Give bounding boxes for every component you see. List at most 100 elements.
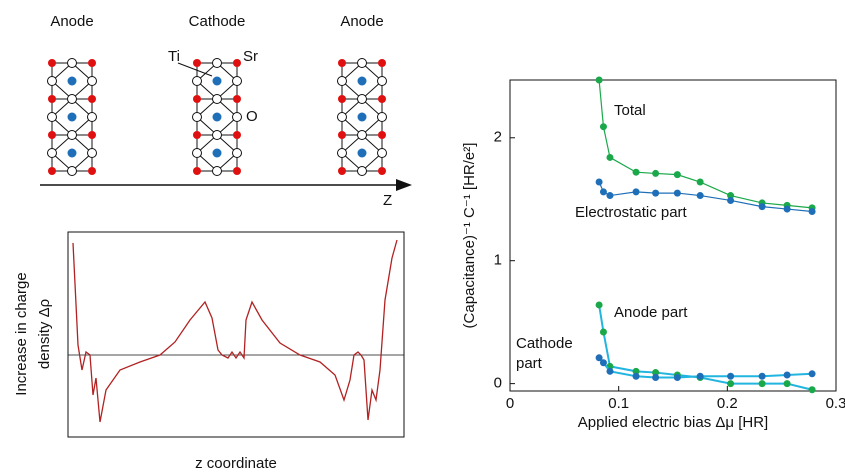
point [808, 386, 816, 394]
plot-frame [509, 79, 837, 392]
ti-atom [378, 131, 386, 139]
o-atom [357, 166, 367, 176]
ti-atom [233, 95, 241, 103]
annotation: Electrostatic part [575, 204, 688, 221]
point [599, 328, 607, 336]
point [652, 369, 660, 377]
ti-atom [88, 167, 96, 175]
sr-atom [67, 76, 77, 86]
o-atom [47, 148, 57, 158]
o-atom [357, 58, 367, 68]
ti-atom [233, 59, 241, 67]
point [696, 372, 704, 380]
point [758, 380, 766, 388]
point [632, 372, 640, 380]
o-atom [212, 94, 222, 104]
sr-atom [357, 112, 367, 122]
ti-atom [193, 95, 201, 103]
ti-label: Ti [168, 48, 180, 65]
ti-atom [88, 131, 96, 139]
point [632, 168, 640, 176]
o-atom [192, 112, 202, 122]
point [599, 123, 607, 131]
point [727, 372, 735, 380]
point [696, 192, 704, 200]
chart: 0 0.1 0.2 0.3 0 1 2 Applied electric bias Δμ [H… [461, 76, 845, 431]
point [595, 301, 603, 309]
series-line [598, 357, 813, 379]
sr-atom [67, 112, 77, 122]
ti-atom [338, 131, 346, 139]
o-atom [67, 94, 77, 104]
point [696, 178, 704, 186]
o-atom [67, 166, 77, 176]
profile-frame [67, 231, 405, 438]
point [673, 373, 681, 381]
arrowhead [396, 179, 412, 191]
y-axis-label: (Capacitance)⁻¹ C⁻¹ [HR/e²] [461, 143, 478, 329]
point [727, 196, 735, 204]
profile-ylabel: Increase in charge [13, 272, 30, 395]
point [652, 169, 660, 177]
x-tick-label: 0 [506, 395, 514, 412]
o-atom [87, 112, 97, 122]
o-atom [67, 130, 77, 140]
point [606, 153, 614, 161]
point [727, 192, 735, 200]
profile-xlabel: z coordinate [195, 455, 277, 472]
pointer [177, 62, 213, 77]
point [632, 367, 640, 375]
sr-atom [357, 76, 367, 86]
profile-ylabel: density Δρ [36, 299, 53, 369]
lattices [47, 58, 387, 176]
o-atom [232, 112, 242, 122]
point [606, 367, 614, 375]
point [595, 178, 603, 186]
point [606, 192, 614, 200]
ti-atom [88, 59, 96, 67]
y-tick-label: 2 [494, 129, 502, 146]
o-atom [47, 112, 57, 122]
ti-atom [233, 167, 241, 175]
o-atom [357, 94, 367, 104]
point [758, 203, 766, 211]
point [808, 370, 816, 378]
sr-atom [212, 76, 222, 86]
series-line [598, 79, 813, 209]
point [595, 76, 603, 84]
o-atom [337, 148, 347, 158]
ti-atom [378, 167, 386, 175]
ti-atom [48, 95, 56, 103]
point [632, 188, 640, 196]
o-atom [67, 58, 77, 68]
sr-atom [212, 112, 222, 122]
point [727, 380, 735, 388]
x-axis-label: Applied electric bias Δμ [HR] [578, 414, 768, 431]
o-atom [192, 76, 202, 86]
point [595, 354, 603, 362]
ti-atom [193, 131, 201, 139]
x-tick-label: 0.2 [717, 395, 738, 412]
y-tick-label: 1 [494, 252, 502, 269]
ti-atom [378, 95, 386, 103]
annotation: Cathode part [516, 335, 573, 372]
o-atom [212, 130, 222, 140]
ti-atom [48, 131, 56, 139]
ti-atom [233, 131, 241, 139]
point [808, 208, 816, 216]
point [783, 371, 791, 379]
point [599, 359, 607, 367]
point [599, 188, 607, 196]
sr-label: Sr [243, 48, 258, 65]
o-atom [377, 148, 387, 158]
ti-atom [48, 167, 56, 175]
z-label: Z [383, 192, 392, 209]
o-atom [232, 76, 242, 86]
ti-atom [378, 59, 386, 67]
charge-profile [72, 239, 398, 423]
o-atom [212, 58, 222, 68]
ti-atom [48, 59, 56, 67]
point [652, 373, 660, 381]
y-tick-label: 0 [494, 375, 502, 392]
